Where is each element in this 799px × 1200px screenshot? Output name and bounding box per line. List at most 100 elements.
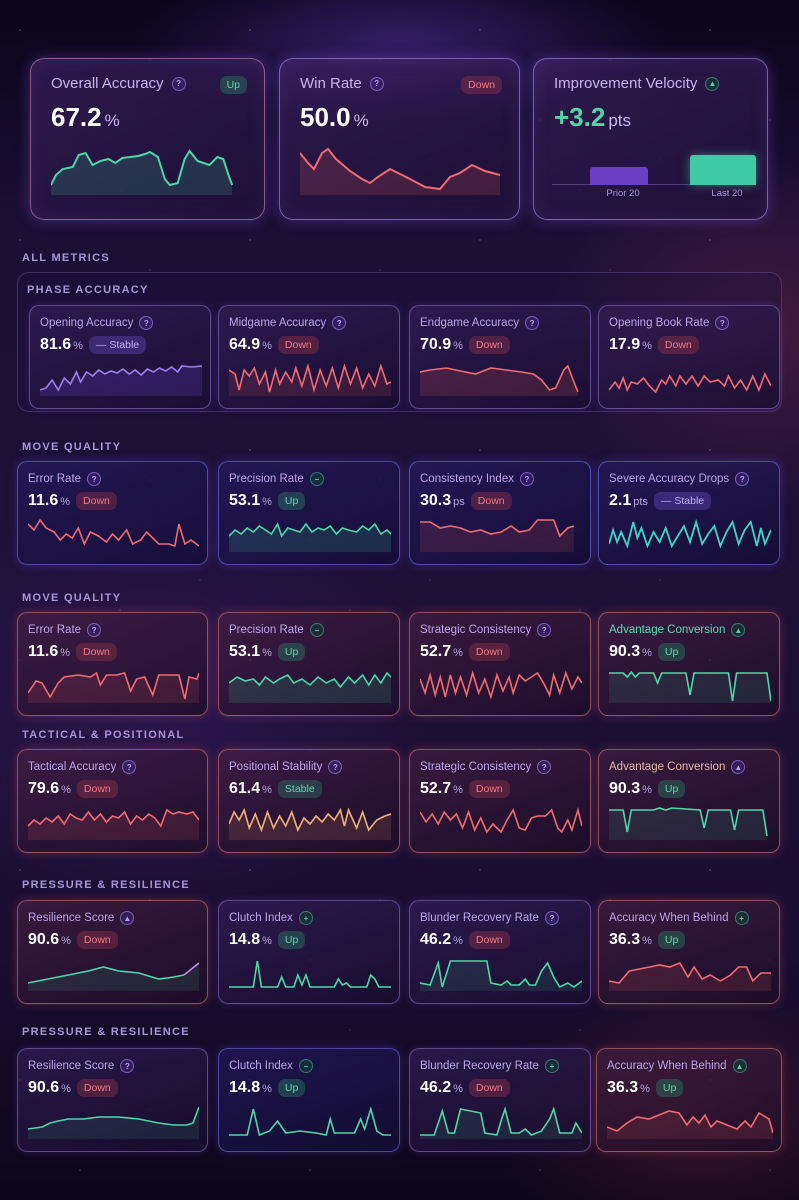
value-number: 50.0 [300, 102, 351, 132]
metric-card-tactical-accuracy[interactable]: Tactical Accuracy? 79.6% Down [17, 749, 208, 853]
help-icon[interactable]: ? [537, 623, 552, 637]
up-arrow-icon[interactable]: ▲ [731, 623, 746, 637]
help-icon[interactable]: ? [735, 472, 750, 486]
metric-card-clutch-index-2[interactable]: Clutch Index − 14.8% Up [218, 1048, 400, 1152]
card-value: 90.6% [28, 931, 71, 949]
overall-accuracy-card[interactable]: Overall Accuracy ? Up 67.2% [30, 58, 265, 220]
metric-card-consistency-index[interactable]: Consistency Index? 30.3 ps Down [409, 461, 591, 565]
plus-icon[interactable]: + [544, 1059, 559, 1073]
section-heading: PHASE ACCURACY [27, 284, 149, 296]
up-arrow-icon[interactable]: ▲ [705, 76, 720, 91]
help-icon[interactable]: ? [139, 316, 154, 330]
help-icon[interactable]: ? [87, 623, 102, 637]
metric-card-precision-rate-2[interactable]: Precision Rate − 53.1% Up [218, 612, 400, 716]
help-icon[interactable]: ? [525, 316, 540, 330]
sparkline [420, 806, 582, 834]
trend-badge: Up [277, 1079, 306, 1097]
metric-card-opening-accuracy[interactable]: Opening Accuracy? 81.6% — Stable [29, 305, 211, 409]
trend-badge: — Stable [88, 336, 147, 354]
value-number: 61.4 [229, 780, 261, 797]
sparkline [229, 960, 391, 988]
value-number: 36.3 [607, 1079, 639, 1096]
value-number: 64.9 [229, 336, 261, 353]
hero-title: Improvement Velocity ▲ [554, 75, 747, 92]
trend-badge: Down [461, 76, 502, 94]
card-value: 90.6% [28, 1079, 71, 1097]
hero-value: +3.2 pts [554, 102, 747, 133]
help-icon[interactable]: ? [715, 316, 730, 330]
metric-card-strategic-consistency-2[interactable]: Strategic Consistency? 52.7% Down [409, 749, 591, 853]
plus-icon[interactable]: + [298, 911, 313, 925]
trend-badge: Down [470, 492, 512, 510]
help-icon[interactable]: ? [519, 472, 534, 486]
metric-card-precision-rate[interactable]: Precision Rate − 53.1% Up [218, 461, 400, 565]
sparkline [28, 1106, 199, 1139]
card-title: Resilience Score [28, 912, 115, 924]
sparkline [420, 670, 582, 700]
trend-badge: Up [655, 1079, 684, 1097]
section-heading: TACTICAL & POSITIONAL [22, 729, 185, 741]
value-number: 79.6 [28, 780, 60, 797]
value-number: 46.2 [420, 1079, 452, 1096]
help-icon[interactable]: ? [537, 760, 552, 774]
metric-card-advantage-conversion[interactable]: Advantage Conversion ▲ 90.3% Up [598, 612, 780, 716]
metric-card-accuracy-when-behind-2[interactable]: Accuracy When Behind ▲ 36.3% Up [596, 1048, 782, 1152]
plus-icon[interactable]: + [734, 911, 749, 925]
trend-badge: — Stable [653, 492, 712, 510]
minus-icon[interactable]: − [309, 472, 324, 486]
trend-badge: Up [277, 931, 306, 949]
metric-card-resilience-score[interactable]: Resilience Score ▲ 90.6% Down [17, 900, 208, 1004]
trend-badge: Down [76, 492, 117, 510]
metric-card-error-rate[interactable]: Error Rate? 11.6% Down [17, 461, 208, 565]
card-value: 17.9% [609, 336, 652, 354]
metric-card-accuracy-when-behind[interactable]: Accuracy When Behind + 36.3% Up [598, 900, 780, 1004]
metric-card-severe-accuracy-drops[interactable]: Severe Accuracy Drops? 2.1 pts — Stable [598, 461, 780, 565]
value-unit: % [60, 496, 71, 508]
value-number: 30.3 [420, 492, 452, 509]
card-title: Precision Rate [229, 624, 304, 636]
value-unit: % [640, 1083, 650, 1095]
value-unit: % [642, 647, 652, 659]
improvement-velocity-card[interactable]: Improvement Velocity ▲ +3.2 pts Prior 20 … [533, 58, 768, 220]
metric-card-midgame-accuracy[interactable]: Midgame Accuracy? 64.9% Down [218, 305, 400, 409]
value-unit: % [262, 935, 272, 947]
metric-card-strategic-consistency[interactable]: Strategic Consistency? 52.7% Down [409, 612, 591, 716]
trend-badge: Down [657, 336, 699, 354]
value-unit: % [73, 340, 83, 352]
help-icon[interactable]: ? [544, 911, 559, 925]
up-arrow-icon[interactable]: ▲ [731, 760, 746, 774]
help-icon[interactable]: ? [87, 472, 102, 486]
card-value: 30.3 ps [420, 492, 465, 510]
minus-icon[interactable]: − [298, 1059, 313, 1073]
metric-card-blunder-recovery-rate-2[interactable]: Blunder Recovery Rate + 46.2% Down [409, 1048, 591, 1152]
up-arrow-icon[interactable]: ▲ [732, 1059, 747, 1073]
help-icon[interactable]: ? [120, 1059, 135, 1073]
sparkline [229, 522, 391, 552]
metric-card-advantage-conversion-2[interactable]: Advantage Conversion ▲ 90.3% Up [598, 749, 780, 853]
up-arrow-icon[interactable]: ▲ [120, 911, 135, 925]
sparkline [229, 1106, 391, 1137]
metric-card-positional-stability[interactable]: Positional Stability? 61.4% Stable [218, 749, 400, 853]
win-rate-card[interactable]: Win Rate ? Down 50.0% [279, 58, 520, 220]
minus-icon[interactable]: − [309, 623, 324, 637]
help-icon[interactable]: ? [369, 76, 384, 91]
metric-card-clutch-index[interactable]: Clutch Index + 14.8% Up [218, 900, 400, 1004]
metric-card-opening-book-rate[interactable]: Opening Book Rate? 17.9% Down [598, 305, 780, 409]
sparkline [28, 518, 199, 548]
metric-card-error-rate-2[interactable]: Error Rate? 11.6% Down [17, 612, 208, 716]
metric-card-endgame-accuracy[interactable]: Endgame Accuracy? 70.9% Down [409, 305, 591, 409]
value-unit: % [262, 647, 272, 659]
help-icon[interactable]: ? [332, 316, 347, 330]
sparkline [28, 808, 199, 840]
help-icon[interactable]: ? [171, 76, 186, 91]
value-number: 53.1 [229, 643, 261, 660]
help-icon[interactable]: ? [122, 760, 137, 774]
card-title: Accuracy When Behind [607, 1060, 727, 1072]
metric-card-resilience-score-2[interactable]: Resilience Score? 90.6% Down [17, 1048, 208, 1152]
metric-card-blunder-recovery-rate[interactable]: Blunder Recovery Rate? 46.2% Down [409, 900, 591, 1004]
help-icon[interactable]: ? [328, 760, 343, 774]
card-value: 90.3% [609, 780, 652, 798]
card-value: 46.2% [420, 931, 463, 949]
value-number: 90.3 [609, 643, 641, 660]
trend-badge: Down [76, 643, 117, 661]
